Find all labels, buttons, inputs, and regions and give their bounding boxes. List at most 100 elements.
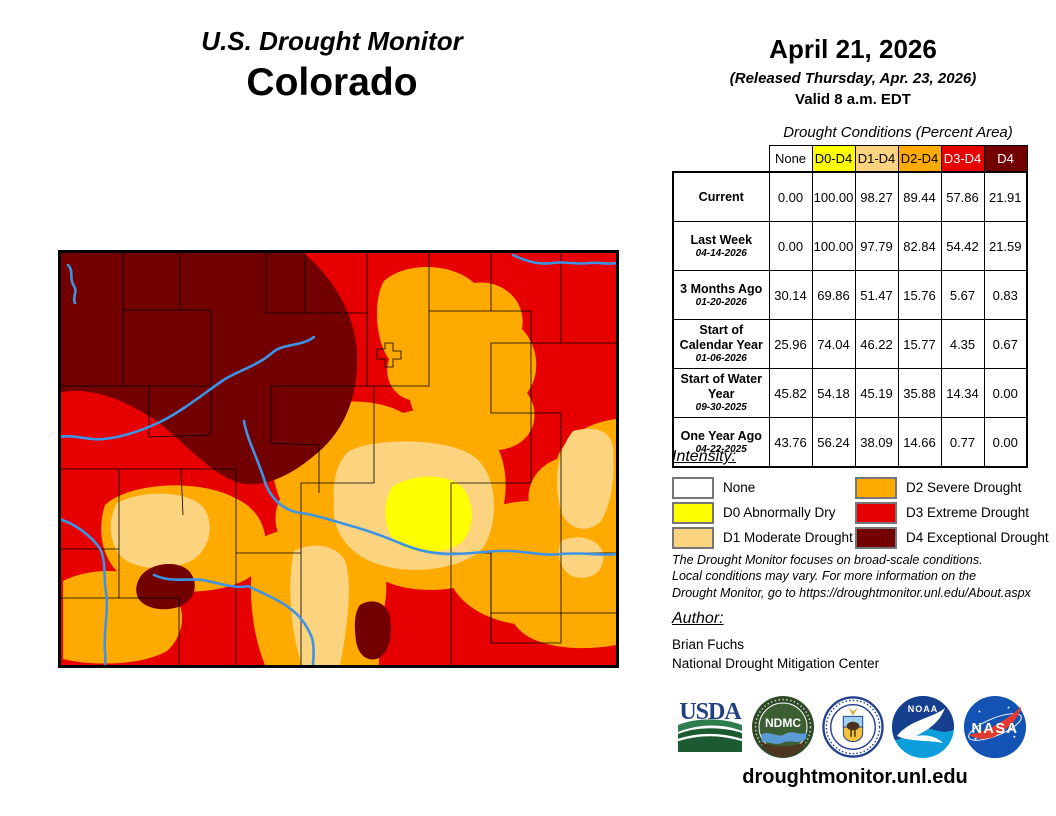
svg-text:NOAA: NOAA [908, 704, 939, 714]
cell-value: 21.59 [983, 221, 1028, 271]
table-row-one-year-ago: One Year Ago 04-22-2025 43.76 56.24 38.09… [672, 417, 1028, 468]
legend-item-d1: D1 Moderate Drought [672, 525, 855, 550]
cell-value: 100.00 [811, 221, 856, 271]
map-d4-regions [61, 253, 392, 660]
cell-value: 15.77 [897, 319, 942, 369]
cell-value: 46.22 [854, 319, 899, 369]
row-label: Last Week 04-14-2026 [672, 221, 770, 271]
cell-value: 0.00 [983, 368, 1028, 418]
table-row-start-calendar-year: Start of Calendar Year 01-06-2026 25.96 7… [672, 319, 1028, 369]
nasa-logo: NASA [963, 695, 1027, 759]
cell-value: 30.14 [768, 270, 813, 320]
d4-swatch [855, 526, 897, 549]
intensity-legend: Intensity: None D0 Abnormally Dry D1 Mod… [672, 448, 1049, 550]
col-header-d1d4: D1-D4 [854, 145, 899, 173]
cell-value: 69.86 [811, 270, 856, 320]
d3-swatch [855, 501, 897, 524]
cell-value: 5.67 [940, 270, 985, 320]
cell-value: 0.77 [940, 417, 985, 468]
table-row-last-week: Last Week 04-14-2026 0.00 100.00 97.79 82… [672, 221, 1028, 271]
row-label: One Year Ago 04-22-2025 [672, 417, 770, 468]
released-date: (Released Thursday, Apr. 23, 2026) [729, 70, 977, 87]
cell-value: 45.19 [854, 368, 899, 418]
cell-value: 45.82 [768, 368, 813, 418]
legend-item-d0: D0 Abnormally Dry [672, 500, 855, 525]
map-date: April 21, 2026 [769, 34, 937, 64]
usdm-title: U.S. Drought Monitor [201, 26, 463, 56]
author-block: Author: Brian Fuchs National Drought Mit… [672, 610, 879, 671]
disclaimer-text: The Drought Monitor focuses on broad-sca… [672, 553, 1031, 600]
cell-value: 43.76 [768, 417, 813, 468]
cell-value: 0.00 [983, 417, 1028, 468]
cell-value: 82.84 [897, 221, 942, 271]
col-header-none: None [768, 145, 813, 173]
colorado-drought-map [58, 250, 619, 673]
table-title: Drought Conditions (Percent Area) [783, 124, 1013, 141]
county-boundaries [61, 253, 616, 665]
cell-value: 15.76 [897, 270, 942, 320]
legend-item-d2: D2 Severe Drought [855, 475, 1049, 500]
row-label: Start of Calendar Year 01-06-2026 [672, 319, 770, 369]
table-row-3-months-ago: 3 Months Ago 01-20-2026 30.14 69.86 51.47… [672, 270, 1028, 320]
cell-value: 100.00 [811, 171, 856, 222]
cell-value: 38.09 [854, 417, 899, 468]
cell-value: 56.24 [811, 417, 856, 468]
cell-value: 57.86 [940, 171, 985, 222]
legend-item-none: None [672, 475, 855, 500]
rivers [61, 253, 616, 665]
drought-conditions-table: None D0-D4 D1-D4 D2-D4 D3-D4 D4 Current … [672, 145, 1028, 468]
d1-swatch [672, 526, 714, 549]
cell-value: 21.91 [983, 171, 1028, 222]
none-swatch [672, 476, 714, 499]
intensity-heading: Intensity: [672, 448, 737, 465]
cell-value: 0.00 [768, 221, 813, 271]
svg-text:NDMC: NDMC [765, 716, 801, 730]
cell-value: 0.83 [983, 270, 1028, 320]
legend-item-d3: D3 Extreme Drought [855, 500, 1049, 525]
map-d0-region [385, 476, 472, 552]
author-name: Brian Fuchs [672, 637, 745, 652]
cell-value: 0.00 [768, 171, 813, 222]
row-label: Current [672, 171, 770, 222]
table-header-row: None D0-D4 D1-D4 D2-D4 D3-D4 D4 [673, 145, 1028, 173]
usda-logo: USDA [677, 699, 743, 752]
state-title: Colorado [246, 61, 418, 104]
cell-value: 54.18 [811, 368, 856, 418]
d0-swatch [672, 501, 714, 524]
col-header-d2d4: D2-D4 [897, 145, 942, 173]
website-url: droughtmonitor.unl.edu [742, 766, 968, 788]
legend-item-d4: D4 Exceptional Drought [855, 525, 1049, 550]
cell-value: 35.88 [897, 368, 942, 418]
drought-map-svg [58, 250, 619, 668]
agency-logos: USDA NDMC NOAA [676, 694, 1028, 760]
row-label: Start of Water Year 09-30-2025 [672, 368, 770, 418]
cell-value: 14.34 [940, 368, 985, 418]
table-row-current: Current 0.00 100.00 98.27 89.44 57.86 21… [672, 171, 1028, 222]
cell-value: 4.35 [940, 319, 985, 369]
col-header-d0d4: D0-D4 [811, 145, 856, 173]
date-block: April 21, 2026 (Released Thursday, Apr. … [670, 34, 1036, 108]
row-label: 3 Months Ago 01-20-2026 [672, 270, 770, 320]
cell-value: 97.79 [854, 221, 899, 271]
cell-value: 51.47 [854, 270, 899, 320]
cell-value: 89.44 [897, 171, 942, 222]
d2-swatch [855, 476, 897, 499]
report-title: U.S. Drought Monitor Colorado [82, 26, 582, 105]
cell-value: 74.04 [811, 319, 856, 369]
state-border [58, 250, 619, 668]
cell-value: 0.67 [983, 319, 1028, 369]
author-org: National Drought Mitigation Center [672, 656, 880, 671]
col-header-d4: D4 [983, 145, 1028, 173]
col-header-d3d4: D3-D4 [940, 145, 985, 173]
corner-cell [673, 145, 769, 172]
author-heading: Author: [672, 610, 724, 627]
cell-value: 54.42 [940, 221, 985, 271]
table-row-start-water-year: Start of Water Year 09-30-2025 45.82 54.1… [672, 368, 1028, 418]
cell-value: 98.27 [854, 171, 899, 222]
doi-logo [822, 696, 884, 758]
valid-time: Valid 8 a.m. EDT [795, 91, 911, 108]
noaa-logo: NOAA [892, 696, 954, 758]
cell-value: 25.96 [768, 319, 813, 369]
ndmc-logo: NDMC [752, 696, 814, 758]
